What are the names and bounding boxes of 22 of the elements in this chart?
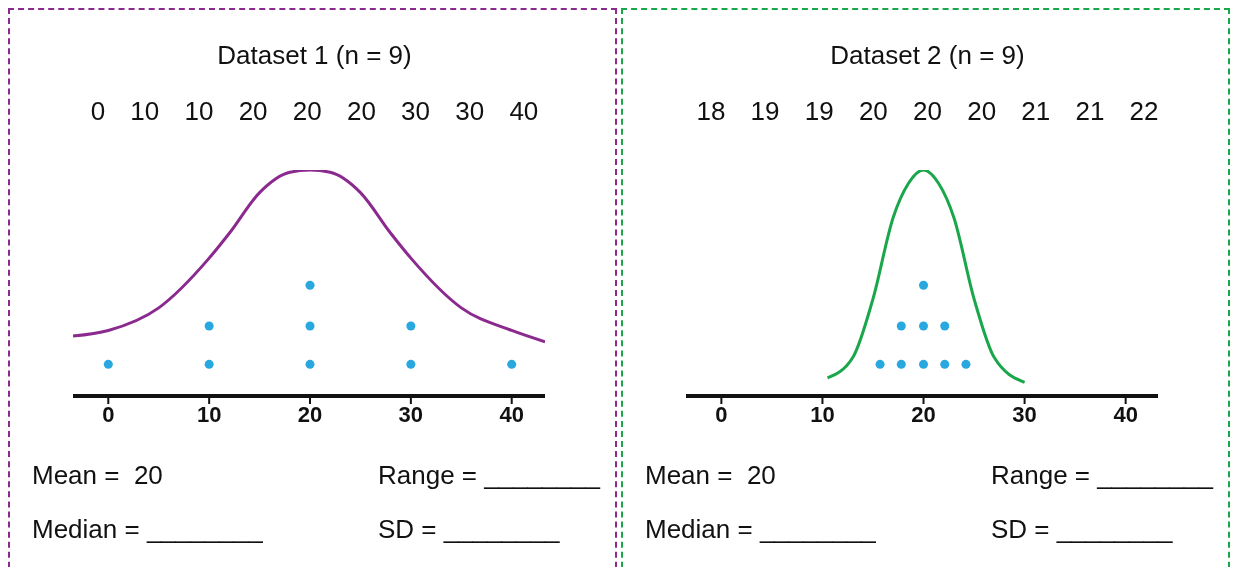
text: Range = ________	[378, 460, 600, 491]
text: 18 19 19 20 20 20 21 21 22	[695, 96, 1160, 127]
x-tick-label: 20	[911, 401, 936, 427]
x-tick-label: 0	[715, 401, 728, 427]
text: 0 10 10 20 20 20 30 30 40	[89, 96, 540, 127]
x-tick-label: 10	[196, 401, 222, 427]
text: Median = ________	[645, 514, 876, 545]
text: SD = ________	[378, 514, 560, 545]
text: Range = ________	[991, 460, 1213, 491]
x-tick-label: 30	[398, 401, 424, 427]
text: SD = ________	[991, 514, 1173, 545]
x-tick-label: 0	[102, 401, 115, 427]
chart-title: Dataset 2 (n = 9)	[829, 40, 1026, 71]
text: Median = ________	[32, 514, 263, 545]
x-tick-label: 20	[297, 401, 323, 427]
text: Mean = 20	[645, 460, 776, 491]
x-tick-label: 40	[1113, 401, 1138, 427]
x-tick-label: 10	[810, 401, 835, 427]
chart-title: Dataset 1 (n = 9)	[216, 40, 413, 71]
x-tick-label: 40	[499, 401, 524, 427]
text: Mean = 20	[32, 460, 163, 491]
x-tick-label: 30	[1012, 401, 1037, 427]
